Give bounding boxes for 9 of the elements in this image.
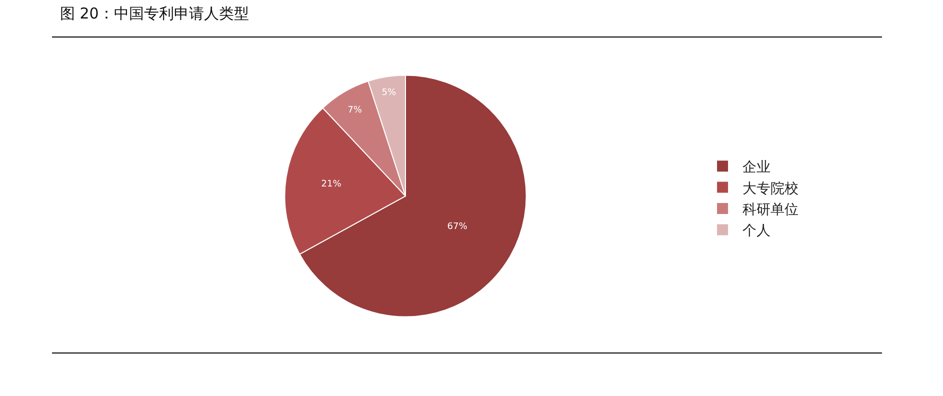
legend-label: 企业 [742,160,771,176]
legend-label: 个人 [742,223,771,240]
legend-label: 大专院校 [742,180,799,197]
text: 图 20：中国专利申请人类型 [60,4,249,22]
legend-label: 科研单位 [742,202,799,218]
data-label: 7% [348,106,362,116]
data-label: 21% [321,179,342,190]
data-label: 67% [447,222,468,232]
data-label: 5% [382,88,397,98]
